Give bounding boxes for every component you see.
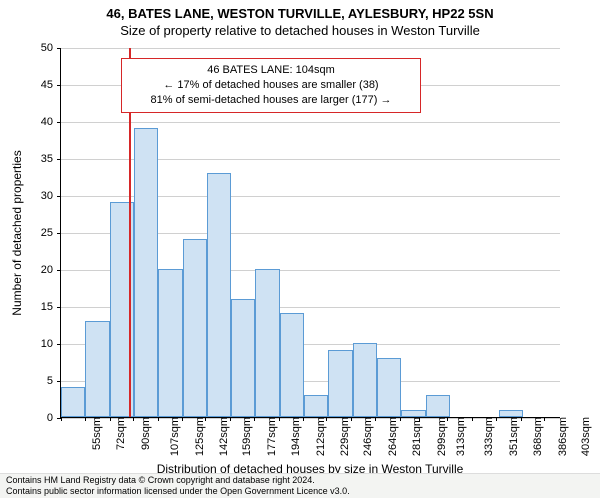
gridline-h: [61, 122, 560, 123]
y-axis-label: Number of detached properties: [10, 48, 30, 418]
histogram-bar: [207, 173, 231, 417]
x-tick-label: 299sqm: [430, 417, 448, 456]
x-tick-label: 159sqm: [236, 417, 254, 456]
x-tick-label: 281sqm: [405, 417, 423, 456]
x-tick: [279, 417, 280, 421]
page-title: 46, BATES LANE, WESTON TURVILLE, AYLESBU…: [0, 0, 600, 21]
x-tick: [472, 417, 473, 421]
x-tick-label: 264sqm: [381, 417, 399, 456]
x-tick: [61, 417, 62, 421]
x-tick-label: 368sqm: [526, 417, 544, 456]
x-tick: [375, 417, 376, 421]
x-tick: [85, 417, 86, 421]
footer-attribution: Contains HM Land Registry data © Crown c…: [0, 473, 600, 499]
x-tick-label: 403sqm: [574, 417, 592, 456]
histogram-bar: [134, 128, 158, 417]
x-tick-label: 55sqm: [85, 417, 103, 450]
x-tick-label: 177sqm: [261, 417, 279, 456]
histogram-bar: [255, 269, 279, 417]
x-tick: [110, 417, 111, 421]
annotation-box: 46 BATES LANE: 104sqm← 17% of detached h…: [121, 58, 421, 113]
x-tick-label: 386sqm: [551, 417, 569, 456]
x-tick: [205, 417, 206, 421]
y-tick-label: 35: [41, 153, 61, 165]
x-tick-label: 125sqm: [188, 417, 206, 456]
histogram-bar: [158, 269, 182, 417]
y-tick-label: 20: [41, 264, 61, 276]
x-tick: [521, 417, 522, 421]
y-tick-label: 0: [47, 412, 61, 424]
histogram-bar: [61, 387, 85, 417]
histogram-bar: [304, 395, 328, 417]
x-tick-label: 246sqm: [356, 417, 374, 456]
y-tick-label: 15: [41, 301, 61, 313]
gridline-h: [61, 48, 560, 49]
histogram-bar: [231, 299, 255, 417]
x-tick: [230, 417, 231, 421]
x-tick-label: 351sqm: [502, 417, 520, 456]
x-tick: [326, 417, 327, 421]
x-tick: [303, 417, 304, 421]
x-tick-label: 333sqm: [477, 417, 495, 456]
footer-line-1: Contains HM Land Registry data © Crown c…: [6, 475, 594, 486]
footer-line-2: Contains public sector information licen…: [6, 486, 594, 497]
x-tick: [447, 417, 448, 421]
histogram-bar: [353, 343, 377, 417]
x-tick-label: 229sqm: [333, 417, 351, 456]
x-tick-label: 107sqm: [163, 417, 181, 456]
y-tick-label: 5: [47, 375, 61, 387]
histogram-bar: [377, 358, 401, 417]
x-tick-label: 212sqm: [309, 417, 327, 456]
x-tick: [351, 417, 352, 421]
chart-plot-area: 0510152025303540455055sqm72sqm90sqm107sq…: [60, 48, 560, 418]
x-tick: [496, 417, 497, 421]
x-tick-label: 72sqm: [109, 417, 127, 450]
x-tick-label: 90sqm: [134, 417, 152, 450]
y-tick-label: 30: [41, 190, 61, 202]
histogram-bar: [183, 239, 207, 417]
histogram-bar: [499, 410, 523, 417]
histogram-bar: [401, 410, 425, 417]
x-tick: [158, 417, 159, 421]
y-tick-label: 45: [41, 79, 61, 91]
y-tick-label: 50: [41, 42, 61, 54]
page-subtitle: Size of property relative to detached ho…: [0, 21, 600, 38]
annotation-line-2: ← 17% of detached houses are smaller (38…: [130, 78, 412, 93]
x-tick: [254, 417, 255, 421]
x-tick: [419, 417, 420, 421]
x-tick: [182, 417, 183, 421]
x-tick: [133, 417, 134, 421]
x-tick: [544, 417, 545, 421]
histogram-bar: [280, 313, 304, 417]
x-tick-label: 142sqm: [212, 417, 230, 456]
x-tick-label: 194sqm: [284, 417, 302, 456]
histogram-bar: [85, 321, 109, 417]
annotation-line-1: 46 BATES LANE: 104sqm: [130, 63, 412, 78]
x-tick-label: 313sqm: [449, 417, 467, 456]
y-tick-label: 25: [41, 227, 61, 239]
histogram-bar: [426, 395, 450, 417]
x-tick: [400, 417, 401, 421]
y-tick-label: 10: [41, 338, 61, 350]
histogram-bar: [328, 350, 352, 417]
y-tick-label: 40: [41, 116, 61, 128]
annotation-line-3: 81% of semi-detached houses are larger (…: [130, 93, 412, 108]
